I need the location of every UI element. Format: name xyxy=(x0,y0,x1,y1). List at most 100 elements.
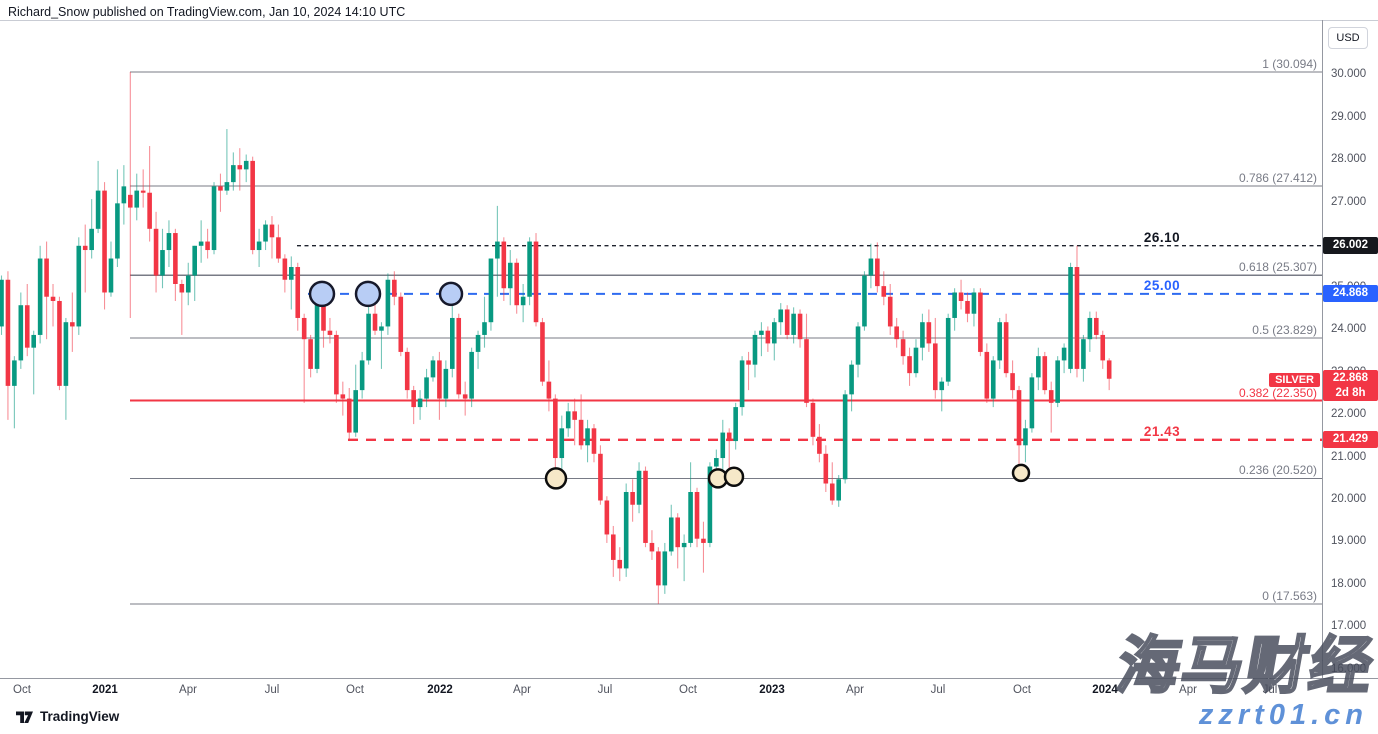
candle xyxy=(791,307,796,344)
candle xyxy=(733,402,738,450)
currency-usd-button[interactable]: USD xyxy=(1328,27,1368,49)
tradingview-logo-text: TradingView xyxy=(40,709,120,724)
candle xyxy=(1081,334,1086,382)
candle xyxy=(404,347,410,399)
candle xyxy=(301,313,307,403)
candle xyxy=(140,169,146,208)
price-tick: 20.000 xyxy=(1331,492,1367,505)
candle xyxy=(63,317,69,420)
fib-label: 0.382 (22.350) xyxy=(1238,385,1317,400)
candle xyxy=(385,273,391,335)
fib-label: 0.786 (27.412) xyxy=(1238,170,1317,185)
candle xyxy=(398,292,404,357)
candle xyxy=(836,475,841,507)
candle xyxy=(688,462,693,548)
candle xyxy=(823,445,829,493)
candle xyxy=(0,275,4,335)
time-axis-divider xyxy=(0,678,1378,679)
candle xyxy=(392,271,397,306)
candle xyxy=(656,547,661,604)
candle xyxy=(256,228,262,268)
candle xyxy=(797,309,803,348)
candle xyxy=(990,356,996,408)
candle xyxy=(649,530,655,560)
fib-label: 0.618 (25.307) xyxy=(1238,260,1317,275)
candle xyxy=(540,317,545,386)
candle xyxy=(868,243,874,289)
time-tick-Apr: Apr xyxy=(1179,684,1197,696)
candle xyxy=(527,237,532,306)
support-touch-marker xyxy=(354,280,382,308)
level-label-21.43: 21.43 xyxy=(1143,423,1181,439)
candle xyxy=(997,317,1002,369)
candle xyxy=(5,271,11,420)
candle xyxy=(108,241,114,297)
candle xyxy=(18,292,24,369)
candle xyxy=(849,360,854,412)
candle xyxy=(501,237,507,301)
candle xyxy=(1068,262,1073,374)
candle xyxy=(875,242,880,293)
candle xyxy=(559,415,565,476)
candle xyxy=(411,385,416,425)
candle xyxy=(89,199,94,259)
tradingview-logo[interactable]: TradingView xyxy=(16,708,119,725)
candle xyxy=(192,245,197,301)
time-tick-Jul: Jul xyxy=(930,684,946,696)
candle xyxy=(121,165,127,225)
watermark-chinese: 海马财经 xyxy=(1111,631,1378,703)
time-tick-Oct: Oct xyxy=(1013,684,1031,696)
candle xyxy=(327,317,333,344)
candle xyxy=(681,534,687,582)
candle xyxy=(359,351,365,399)
candle xyxy=(44,241,49,340)
candle xyxy=(153,211,159,293)
candle xyxy=(295,262,301,331)
price-tag-24.868: 24.868 xyxy=(1323,285,1378,303)
time-tick-Apr: Apr xyxy=(179,684,197,696)
candle xyxy=(147,146,152,242)
candle xyxy=(887,283,893,335)
candle xyxy=(720,419,726,471)
candle xyxy=(495,205,500,297)
time-tick-2023: 2023 xyxy=(759,684,785,696)
candle xyxy=(185,262,191,306)
candle xyxy=(1016,385,1022,476)
level-label-26.10: 26.10 xyxy=(1143,229,1181,245)
candle xyxy=(424,368,429,408)
candle xyxy=(772,317,777,361)
candle xyxy=(565,402,571,437)
time-tick-Apr: Apr xyxy=(513,684,531,696)
candle xyxy=(520,283,526,323)
candle xyxy=(765,326,771,352)
time-tick-Apr: Apr xyxy=(846,684,864,696)
price-tag-26.002: 26.002 xyxy=(1323,237,1378,255)
candle xyxy=(205,228,210,259)
header-divider xyxy=(0,20,1378,21)
candle xyxy=(585,419,590,463)
candle xyxy=(1087,311,1093,352)
time-tick-Jul: Jul xyxy=(264,684,280,696)
candle xyxy=(978,288,983,357)
time-tick-Jul: Jul xyxy=(597,684,613,696)
candle xyxy=(984,343,990,403)
candle xyxy=(1023,419,1028,463)
candle xyxy=(611,525,616,577)
candlestick-series xyxy=(0,72,1112,604)
candle xyxy=(862,271,867,331)
candle xyxy=(237,148,243,191)
candle xyxy=(263,220,268,251)
candle xyxy=(900,330,906,365)
candle xyxy=(952,288,957,331)
candle xyxy=(469,347,474,408)
candle xyxy=(926,309,932,352)
candle xyxy=(1036,347,1041,391)
candle xyxy=(604,496,610,543)
publish-info: Richard_Snow published on TradingView.co… xyxy=(8,5,406,19)
candle xyxy=(958,279,964,310)
candle xyxy=(842,390,848,484)
candle xyxy=(675,513,680,569)
candle xyxy=(553,394,558,479)
